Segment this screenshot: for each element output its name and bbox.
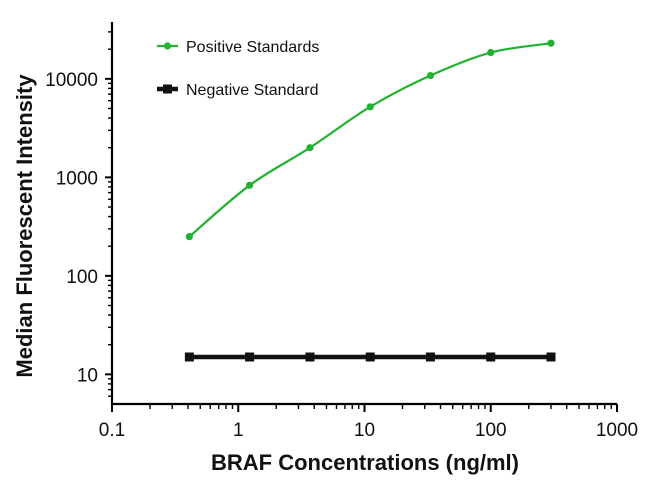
data-point (306, 144, 314, 152)
x-tick-label: 10 (354, 420, 375, 441)
data-point (245, 352, 255, 362)
series-line-positive (188, 42, 552, 238)
series-negative (184, 352, 556, 362)
data-point (184, 352, 194, 362)
legend-label-negative: Negative Standard (186, 82, 319, 99)
x-tick-label: 1000 (596, 420, 638, 441)
y-axis-title: Median Fluorescent Intensity (12, 74, 37, 378)
legend-item-negative: Negative Standard (157, 82, 319, 99)
legend-marker-positive (163, 42, 172, 50)
data-point (486, 352, 496, 362)
series-layer (184, 39, 556, 362)
y-tick-label: 10000 (45, 70, 98, 91)
data-point (365, 352, 375, 362)
legend: Positive Standards Negative Standard (157, 39, 319, 99)
data-point (366, 103, 374, 111)
x-tick-label: 100 (475, 420, 507, 441)
data-point (547, 39, 555, 47)
data-point (546, 352, 556, 362)
y-axis-ticks: 10 100 1000 10000 (45, 70, 112, 386)
legend-marker-negative (163, 84, 172, 94)
data-point (426, 71, 435, 80)
x-axis-minor-ticks (149, 404, 612, 409)
data-point (425, 352, 435, 362)
data-point (246, 181, 254, 189)
x-axis-ticks: 0.1 1 10 100 1000 (99, 404, 638, 441)
data-point (487, 48, 495, 57)
y-tick-label: 1000 (56, 168, 98, 189)
data-point (185, 233, 193, 241)
axes (110, 22, 617, 406)
x-axis-title: BRAF Concentrations (ng/ml) (211, 450, 519, 475)
y-axis-minor-ticks (108, 31, 112, 397)
legend-item-positive: Positive Standards (157, 39, 319, 56)
legend-label-positive: Positive Standards (186, 39, 319, 56)
series-positive (185, 39, 555, 241)
y-tick-label: 100 (66, 267, 98, 288)
x-tick-label: 1 (233, 420, 244, 441)
data-point (305, 352, 315, 362)
x-tick-label: 0.1 (99, 420, 125, 441)
y-tick-label: 10 (77, 365, 98, 386)
